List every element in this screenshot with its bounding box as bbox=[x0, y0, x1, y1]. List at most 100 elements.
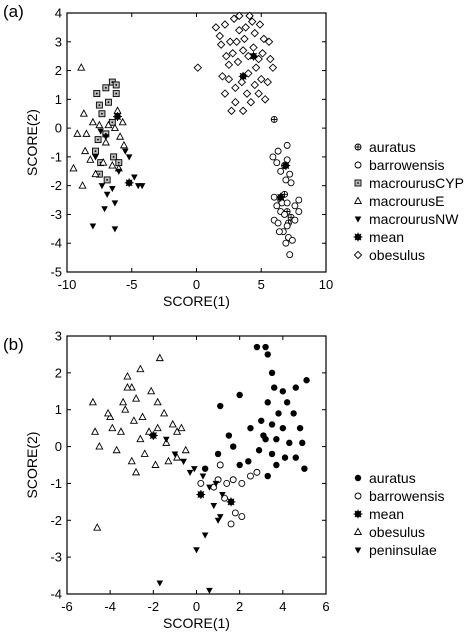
data-point bbox=[283, 141, 291, 149]
data-point bbox=[295, 196, 303, 204]
data-point bbox=[102, 84, 110, 92]
legend-marker bbox=[353, 509, 363, 519]
data-point bbox=[286, 439, 293, 447]
data-point bbox=[273, 461, 280, 469]
data-point bbox=[276, 192, 286, 202]
data-point bbox=[236, 391, 243, 399]
data-point bbox=[250, 80, 260, 90]
data-point bbox=[240, 34, 249, 44]
data-point bbox=[97, 128, 104, 135]
data-point bbox=[136, 434, 145, 443]
data-point bbox=[219, 491, 226, 499]
data-point bbox=[177, 423, 186, 432]
data-point bbox=[246, 97, 256, 107]
legend-marker bbox=[354, 143, 362, 151]
legend-marker bbox=[353, 250, 363, 260]
data-point bbox=[238, 46, 248, 55]
series-mean bbox=[113, 51, 291, 202]
data-point bbox=[181, 445, 190, 454]
data-point bbox=[118, 117, 127, 126]
data-point bbox=[94, 136, 102, 144]
data-point bbox=[121, 405, 130, 413]
data-point bbox=[138, 412, 147, 421]
data-point bbox=[229, 443, 237, 450]
data-point bbox=[168, 419, 177, 428]
data-point bbox=[111, 226, 119, 233]
x-tick-label: 5 bbox=[258, 277, 265, 292]
data-point bbox=[241, 23, 250, 32]
y-tick-label: -4 bbox=[50, 587, 62, 602]
data-point bbox=[191, 466, 198, 473]
data-point bbox=[259, 34, 269, 44]
data-point bbox=[140, 449, 149, 457]
data-point bbox=[244, 69, 253, 78]
series-obesulus bbox=[193, 11, 278, 116]
data-point bbox=[281, 210, 289, 218]
data-point bbox=[274, 219, 282, 227]
data-point bbox=[245, 11, 254, 21]
data-point bbox=[282, 176, 290, 184]
legend-label: macrourusNW bbox=[369, 211, 459, 227]
data-point bbox=[273, 202, 281, 210]
data-point bbox=[258, 417, 265, 424]
data-point bbox=[193, 547, 200, 554]
data-point bbox=[220, 89, 230, 98]
data-point bbox=[112, 90, 120, 98]
data-point bbox=[238, 71, 248, 81]
data-point bbox=[236, 461, 243, 469]
data-point bbox=[226, 497, 236, 507]
legend-marker bbox=[354, 179, 362, 187]
legend-label: mean bbox=[369, 229, 404, 245]
data-point bbox=[264, 472, 271, 480]
data-point bbox=[101, 206, 108, 213]
data-point bbox=[251, 63, 261, 72]
data-point bbox=[286, 251, 294, 259]
legend-marker bbox=[354, 474, 362, 482]
legend-label: auratus bbox=[369, 139, 416, 155]
data-point bbox=[73, 129, 82, 137]
data-point bbox=[260, 95, 270, 104]
data-point bbox=[275, 410, 282, 417]
data-point bbox=[224, 74, 234, 84]
data-point bbox=[229, 476, 237, 484]
data-point bbox=[193, 63, 203, 72]
data-point bbox=[144, 427, 154, 435]
data-point bbox=[227, 520, 235, 528]
data-point bbox=[232, 37, 241, 47]
data-point bbox=[173, 453, 182, 461]
plot-frame bbox=[66, 335, 327, 595]
data-point bbox=[271, 384, 278, 391]
panel-a-label: (a) bbox=[3, 2, 24, 21]
data-point bbox=[201, 465, 209, 472]
data-point bbox=[224, 60, 234, 70]
data-point bbox=[95, 442, 104, 450]
data-point bbox=[291, 216, 299, 224]
data-point bbox=[199, 473, 207, 480]
data-point bbox=[91, 427, 100, 435]
series-barrowensis bbox=[197, 461, 261, 528]
legend-marker bbox=[353, 232, 363, 242]
data-point bbox=[91, 169, 100, 178]
data-point bbox=[260, 432, 267, 439]
data-point bbox=[206, 587, 213, 594]
data-point bbox=[86, 155, 95, 163]
data-point bbox=[119, 140, 129, 149]
data-point bbox=[216, 514, 224, 521]
data-point bbox=[225, 37, 235, 47]
data-point bbox=[220, 20, 230, 29]
data-point bbox=[119, 397, 128, 406]
data-point bbox=[263, 77, 272, 87]
data-point bbox=[273, 159, 281, 167]
data-point bbox=[211, 23, 221, 32]
data-point bbox=[279, 424, 287, 432]
data-point bbox=[88, 397, 97, 406]
x-axis-label: SCORE(1) bbox=[163, 293, 230, 309]
data-point bbox=[111, 200, 119, 207]
legend-marker bbox=[353, 527, 363, 535]
legend-label: mean bbox=[369, 506, 404, 522]
data-point bbox=[292, 384, 299, 391]
data-point bbox=[173, 427, 182, 435]
data-point bbox=[269, 153, 277, 161]
